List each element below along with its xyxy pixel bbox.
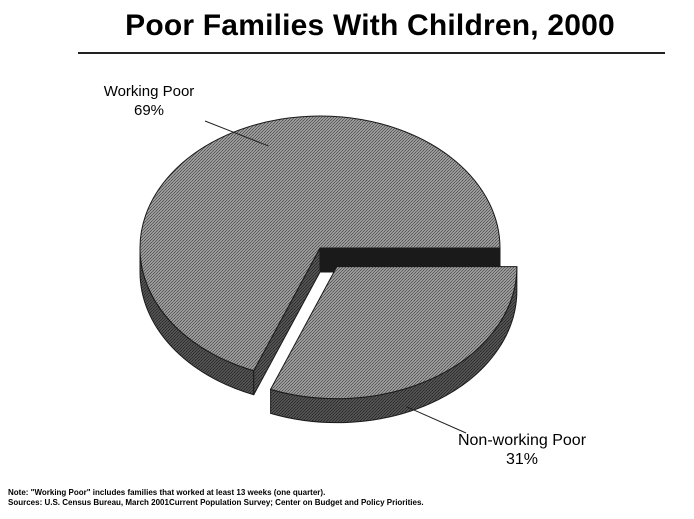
leader-line-non-working-poor [406, 406, 467, 434]
slice-working-poor [139, 115, 501, 372]
leader-line-working-poor [204, 120, 269, 147]
footnotes: Note: "Working Poor" includes families t… [8, 488, 688, 508]
footnote-sources: Sources: U.S. Census Bureau, March 2001C… [8, 498, 424, 507]
title-divider [78, 52, 665, 54]
slice-label-non-working-poor-value: 31% [505, 451, 539, 468]
pie-leaders [204, 120, 467, 434]
title-bar: Poor Families With Children, 2000 [80, 6, 660, 52]
footnote-note: Note: "Working Poor" includes families t… [8, 488, 326, 497]
slice-label-non-working-poor: Non-working Poor 31% [452, 431, 592, 469]
pie-sides [139, 247, 501, 396]
chart-title: Poor Families With Children, 2000 [125, 9, 615, 42]
slice-label-working-poor-value: 69% [133, 102, 165, 119]
slice-label-working-poor-name: Working Poor [103, 83, 195, 100]
slice-non-working-poor [269, 266, 518, 400]
slice-label-working-poor: Working Poor 69% [94, 82, 204, 120]
slice-label-non-working-poor-name: Non-working Poor [457, 432, 587, 449]
pie-tops [139, 115, 518, 424]
